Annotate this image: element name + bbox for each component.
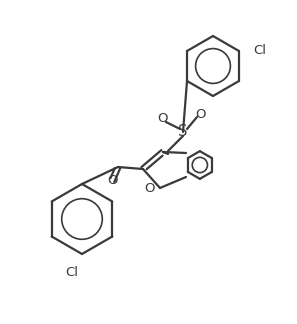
Text: Cl: Cl xyxy=(66,266,78,279)
Text: O: O xyxy=(145,181,155,194)
Text: O: O xyxy=(158,112,168,125)
Text: O: O xyxy=(107,175,117,188)
Text: Cl: Cl xyxy=(253,44,266,57)
Text: O: O xyxy=(195,108,205,121)
Text: S: S xyxy=(178,124,188,140)
